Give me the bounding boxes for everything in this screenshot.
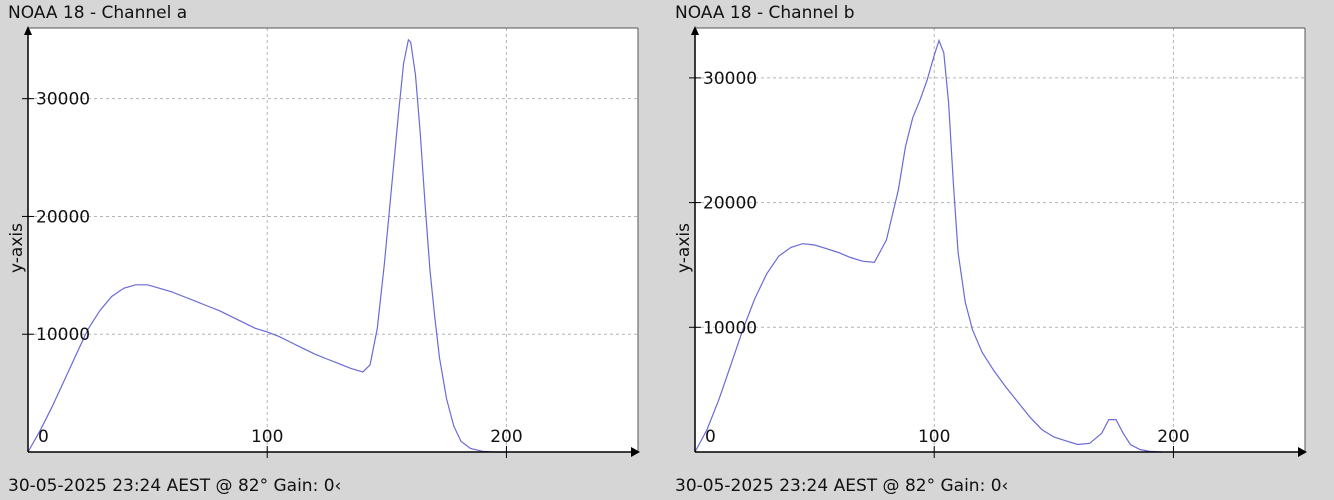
plot-background <box>28 28 638 452</box>
y-axis-arrow <box>24 26 32 35</box>
x-tick-label: 100 <box>251 427 283 447</box>
y-tick-label: 30000 <box>703 69 757 89</box>
chart-title: NOAA 18 - Channel b <box>675 3 855 23</box>
plot-background <box>695 28 1305 452</box>
x-tick-label: 0 <box>38 427 49 447</box>
plot-area: 0 100 200 10000 20000 30000 y-axis <box>7 26 640 458</box>
y-tick-label: 10000 <box>703 318 757 338</box>
series-line <box>694 38 1162 453</box>
y-tick-label: 10000 <box>36 325 90 345</box>
x-tick-label: 200 <box>1157 427 1189 447</box>
chart-panel-channel-b: NOAA 18 - Channel b 0 100 200 10000 20000 300… <box>667 0 1327 500</box>
y-tick-label: 20000 <box>703 194 757 214</box>
plot-area: 0 100 200 10000 20000 30000 y-axis <box>674 26 1307 458</box>
y-axis-arrow <box>691 26 699 35</box>
x-tick-label: 0 <box>705 427 716 447</box>
chart-panel-channel-a: NOAA 18 - Channel a 0 100 200 10000 20000 300… <box>0 0 660 500</box>
x-axis-arrow <box>1298 447 1307 457</box>
chart-footer: 30-05-2025 23:24 AEST @ 82° Gain: 0‹ <box>675 476 1009 496</box>
y-tick-label: 20000 <box>36 207 90 227</box>
x-axis-arrow <box>631 447 640 457</box>
x-tick-label: 100 <box>918 427 950 447</box>
chart-title: NOAA 18 - Channel a <box>8 3 188 23</box>
y-axis-label: y-axis <box>7 223 27 273</box>
y-tick-label: 30000 <box>36 90 90 110</box>
x-tick-label: 200 <box>490 427 522 447</box>
chart-footer: 30-05-2025 23:24 AEST @ 82° Gain: 0‹ <box>8 476 342 496</box>
series-line <box>27 38 507 453</box>
y-axis-label: y-axis <box>674 223 694 273</box>
